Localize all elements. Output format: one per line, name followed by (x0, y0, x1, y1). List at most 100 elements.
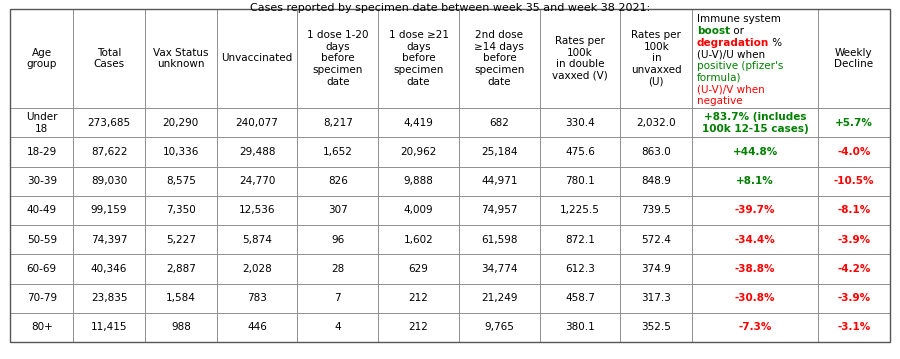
Text: 8,575: 8,575 (166, 176, 196, 186)
Bar (459, 196, 540, 225)
Bar (298, 137, 378, 167)
Bar (378, 254, 459, 284)
Text: 24,770: 24,770 (238, 176, 275, 186)
Text: Age
group: Age group (27, 48, 57, 69)
Text: Immune system: Immune system (697, 14, 780, 24)
Text: Weekly
Decline: Weekly Decline (834, 48, 873, 69)
Text: 4,009: 4,009 (404, 205, 434, 215)
Text: 446: 446 (248, 322, 267, 332)
Bar (692, 196, 818, 225)
Bar (620, 108, 692, 137)
Text: (U-V)/V when: (U-V)/V when (697, 84, 764, 94)
Bar (692, 313, 818, 342)
Bar (459, 313, 540, 342)
Bar (217, 284, 298, 313)
Bar (73, 167, 145, 196)
Text: 8,217: 8,217 (323, 118, 353, 128)
Text: 212: 212 (409, 293, 428, 303)
Bar (620, 225, 692, 254)
Text: 739.5: 739.5 (642, 205, 671, 215)
Text: 330.4: 330.4 (565, 118, 595, 128)
Text: -10.5%: -10.5% (833, 176, 874, 186)
Text: 70-79: 70-79 (27, 293, 57, 303)
Bar (11, 108, 73, 137)
Bar (540, 196, 620, 225)
Text: 9,888: 9,888 (404, 176, 434, 186)
Text: 872.1: 872.1 (565, 235, 595, 245)
Text: 12,536: 12,536 (238, 205, 275, 215)
Bar (145, 137, 217, 167)
Bar (818, 9, 889, 108)
Bar (818, 313, 889, 342)
Bar (73, 225, 145, 254)
Text: positive (pfizer's: positive (pfizer's (697, 61, 783, 71)
Bar (11, 196, 73, 225)
Text: 7,350: 7,350 (166, 205, 195, 215)
Bar (459, 9, 540, 108)
Bar (73, 254, 145, 284)
Text: 30-39: 30-39 (27, 176, 57, 186)
Text: 96: 96 (331, 235, 345, 245)
Text: +44.8%: +44.8% (733, 147, 778, 157)
Bar (378, 167, 459, 196)
Text: 2nd dose
≥14 days
before
specimen
date: 2nd dose ≥14 days before specimen date (474, 30, 525, 87)
Bar (298, 167, 378, 196)
Text: Rates per
100k
in double
vaxxed (V): Rates per 100k in double vaxxed (V) (553, 36, 608, 81)
Bar (217, 9, 298, 108)
Bar (145, 167, 217, 196)
Bar (459, 284, 540, 313)
Bar (378, 313, 459, 342)
Bar (818, 108, 889, 137)
Text: -4.2%: -4.2% (837, 264, 870, 274)
Bar (540, 225, 620, 254)
Bar (620, 196, 692, 225)
Text: 2,028: 2,028 (242, 264, 272, 274)
Text: 374.9: 374.9 (642, 264, 671, 274)
Text: 629: 629 (409, 264, 428, 274)
Text: 5,874: 5,874 (242, 235, 272, 245)
Text: degradation: degradation (697, 38, 769, 47)
Bar (692, 108, 818, 137)
Text: -38.8%: -38.8% (734, 264, 775, 274)
Bar (217, 196, 298, 225)
Bar (11, 9, 73, 108)
Bar (145, 254, 217, 284)
Bar (73, 137, 145, 167)
Bar (378, 196, 459, 225)
Text: 317.3: 317.3 (642, 293, 671, 303)
Bar (217, 313, 298, 342)
Text: 212: 212 (409, 322, 428, 332)
Text: boost: boost (697, 26, 730, 36)
Bar (378, 137, 459, 167)
Bar (11, 225, 73, 254)
Text: 60-69: 60-69 (27, 264, 57, 274)
Bar (459, 108, 540, 137)
Text: +8.1%: +8.1% (736, 176, 774, 186)
Bar (692, 167, 818, 196)
Text: -3.9%: -3.9% (837, 293, 870, 303)
Bar (620, 254, 692, 284)
Text: 682: 682 (490, 118, 509, 128)
Bar (145, 108, 217, 137)
Bar (11, 313, 73, 342)
Text: 4,419: 4,419 (404, 118, 434, 128)
Text: 11,415: 11,415 (91, 322, 127, 332)
Bar (378, 9, 459, 108)
Text: 475.6: 475.6 (565, 147, 595, 157)
Bar (11, 167, 73, 196)
Text: 4: 4 (335, 322, 341, 332)
Bar (217, 254, 298, 284)
Bar (73, 108, 145, 137)
Text: 273,685: 273,685 (87, 118, 130, 128)
Text: 1,584: 1,584 (166, 293, 196, 303)
Bar (145, 284, 217, 313)
Bar (11, 284, 73, 313)
Text: Total
Cases: Total Cases (94, 48, 124, 69)
Bar (540, 284, 620, 313)
Text: 7: 7 (335, 293, 341, 303)
Text: 1 dose 1-20
days
before
specimen
date: 1 dose 1-20 days before specimen date (307, 30, 369, 87)
Text: Unvaccinated: Unvaccinated (221, 53, 292, 64)
Bar (692, 137, 818, 167)
Text: 21,249: 21,249 (482, 293, 517, 303)
Bar (459, 167, 540, 196)
